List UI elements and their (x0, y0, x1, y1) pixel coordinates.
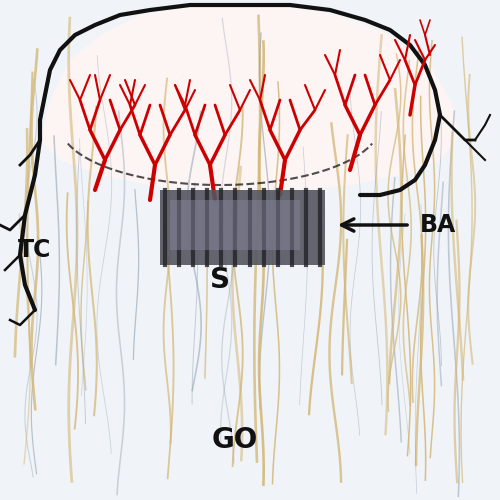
Polygon shape (170, 200, 300, 250)
Text: GO: GO (212, 426, 258, 454)
Polygon shape (160, 190, 325, 265)
Text: BA: BA (420, 213, 456, 237)
Polygon shape (40, 5, 460, 190)
Text: S: S (210, 266, 230, 294)
Text: TC: TC (18, 238, 52, 262)
